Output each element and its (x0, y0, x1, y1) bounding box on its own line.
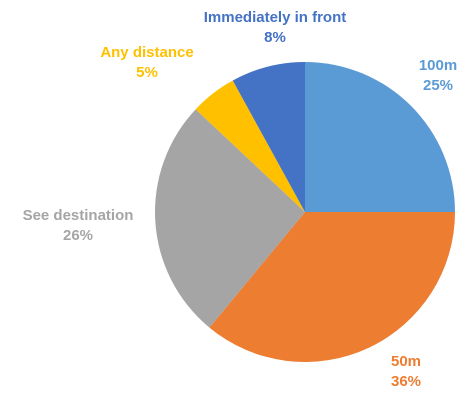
pie-label-category: See destination (23, 207, 134, 224)
pie-slice-see-destination (154, 109, 305, 328)
pie-label-immediately-in-front: Immediately in front 8% (204, 9, 347, 46)
pie-label-any-distance: Any distance 5% (100, 44, 193, 81)
pie-label-100m: 100m 25% (419, 57, 457, 94)
pie-slice-50m (209, 212, 455, 363)
pie-label-category: Immediately in front (204, 9, 347, 26)
pie-slices (154, 62, 455, 363)
pie-label-category: 100m (419, 57, 457, 74)
pie-label-see-destination: See destination 26% (23, 207, 134, 244)
pie-slice-any-distance (195, 80, 305, 212)
pie-slice-immediately-in-front (232, 62, 305, 212)
pie-label-value: 36% (391, 373, 421, 390)
pie-label-value: 25% (423, 77, 453, 94)
pie-label-value: 26% (63, 227, 93, 244)
pie-label-value: 8% (264, 29, 286, 46)
pie-label-category: Any distance (100, 44, 193, 61)
pie-slice-100m (305, 62, 455, 212)
pie-label-category: 50m (391, 353, 421, 370)
pie-label-value: 5% (136, 64, 158, 81)
